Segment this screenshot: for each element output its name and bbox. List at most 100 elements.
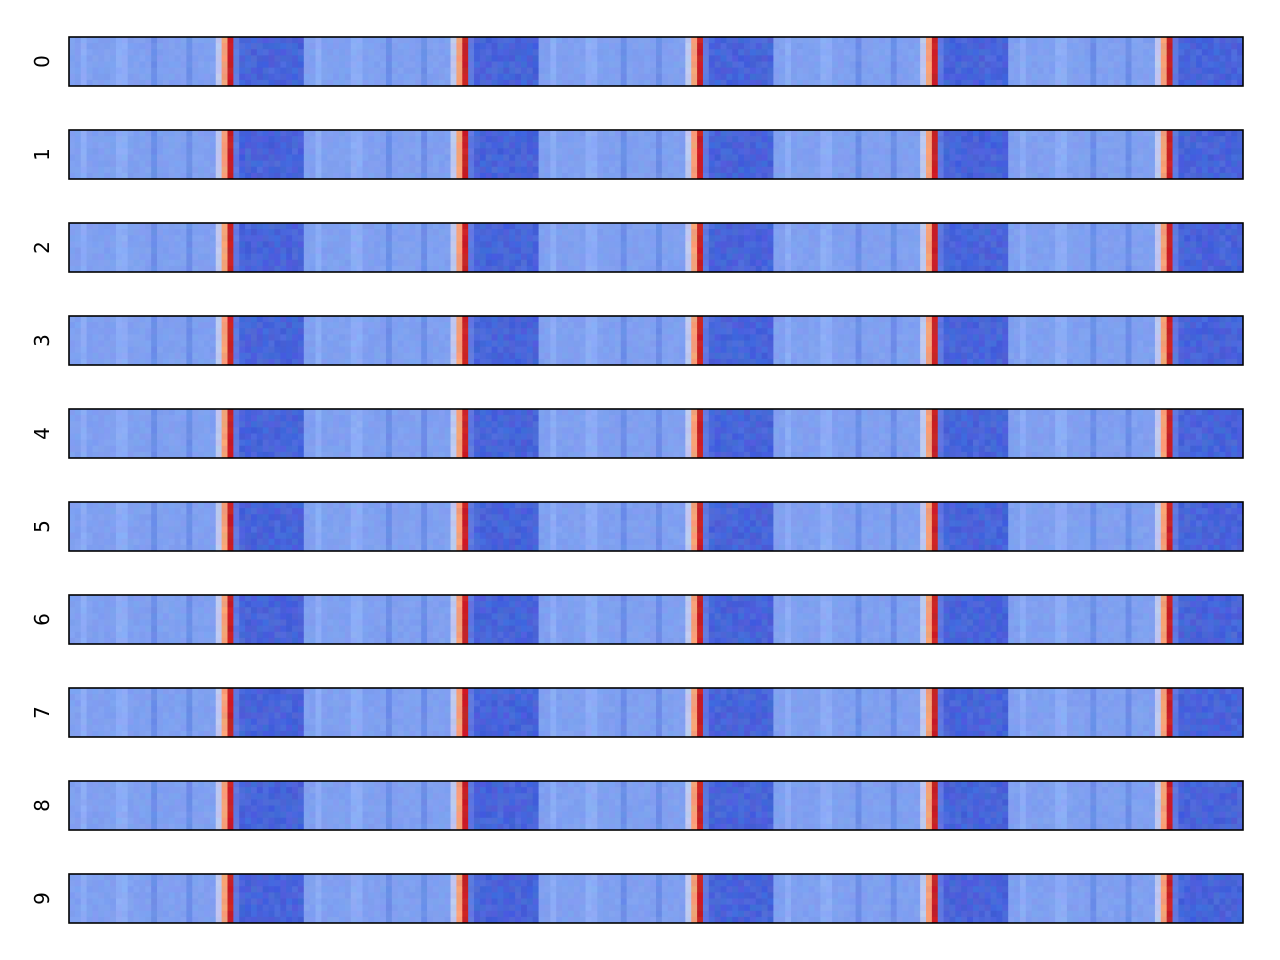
heatmap-cell <box>1107 253 1115 261</box>
heatmap-cell <box>180 253 187 261</box>
heatmap-cell <box>1084 43 1091 50</box>
heatmap-cell <box>1107 55 1115 62</box>
heatmap-cell <box>98 334 105 341</box>
heatmap-cell <box>356 148 363 155</box>
heatmap-cell <box>462 265 469 273</box>
heatmap-cell <box>761 142 768 149</box>
heatmap-cell <box>485 223 493 230</box>
heatmap-cell <box>462 259 469 267</box>
heatmap-cell <box>1166 49 1173 56</box>
heatmap-cell <box>104 265 111 273</box>
heatmap-cell <box>808 166 815 174</box>
heatmap-cell <box>69 37 76 44</box>
heatmap-cell <box>744 154 751 162</box>
heatmap-cell <box>456 142 463 149</box>
heatmap-cell <box>80 148 88 155</box>
heatmap-cell <box>884 160 892 168</box>
heatmap-cell <box>385 148 393 155</box>
heatmap-cell <box>978 79 986 87</box>
heatmap-cell <box>943 148 950 155</box>
heatmap-cell <box>767 247 774 255</box>
heatmap-cell <box>949 142 956 149</box>
heatmap-cell <box>826 61 833 69</box>
heatmap-cell <box>1125 166 1132 174</box>
heatmap-cell <box>286 142 293 149</box>
heatmap-cell <box>468 241 475 248</box>
heatmap-cell <box>74 67 82 75</box>
heatmap-cell <box>174 259 181 267</box>
heatmap-cell <box>98 247 105 255</box>
heatmap-cell <box>896 148 903 155</box>
heatmap-cell <box>908 130 915 137</box>
heatmap-cell <box>1113 253 1121 261</box>
heatmap-cell <box>697 247 704 255</box>
heatmap-cell <box>744 259 751 267</box>
heatmap-cell <box>943 166 950 174</box>
heatmap-cell <box>450 73 457 81</box>
heatmap-cell <box>1025 223 1033 230</box>
heatmap-cell <box>1125 55 1132 62</box>
heatmap-cell <box>532 61 539 69</box>
heatmap-cell <box>949 247 956 255</box>
heatmap-cell <box>315 55 322 62</box>
heatmap-cell <box>632 136 639 143</box>
heatmap-cell <box>673 37 680 44</box>
heatmap-cell <box>826 247 833 255</box>
heatmap-cell <box>802 142 810 149</box>
heatmap-cell <box>867 79 874 87</box>
heatmap-cell <box>603 136 610 143</box>
heatmap-cell <box>421 235 428 242</box>
heatmap-cell <box>1055 61 1062 69</box>
heatmap-cell <box>292 142 299 149</box>
heatmap-cell <box>1131 142 1138 149</box>
heatmap-cell <box>151 229 158 236</box>
heatmap-cell <box>333 265 340 273</box>
heatmap-cell <box>843 265 851 273</box>
heatmap-cell <box>98 316 105 323</box>
heatmap-cell <box>1207 73 1215 81</box>
heatmap-cell <box>286 49 293 56</box>
heatmap-cell <box>732 79 739 87</box>
heatmap-cell <box>896 154 903 162</box>
heatmap-cell <box>638 172 645 180</box>
heatmap-cell <box>350 37 358 44</box>
heatmap-cell <box>720 247 727 255</box>
heatmap-cell <box>761 166 768 174</box>
heatmap-cell <box>362 265 369 273</box>
heatmap-cell <box>139 346 146 354</box>
heatmap-cell <box>902 229 909 236</box>
heatmap-cell <box>1019 172 1027 180</box>
heatmap-cell <box>1037 142 1044 149</box>
heatmap-cell <box>468 73 475 81</box>
heatmap-cell <box>873 235 880 242</box>
heatmap-cell <box>990 172 997 180</box>
heatmap-cell <box>157 154 164 162</box>
heatmap-cell <box>796 241 804 248</box>
heatmap-cell <box>333 43 340 50</box>
heatmap-cell <box>843 259 851 267</box>
heatmap-cell <box>1225 223 1232 230</box>
heatmap-cell <box>1084 166 1091 174</box>
heatmap-cell <box>1196 259 1203 267</box>
heatmap-cell <box>121 55 129 62</box>
heatmap-cell <box>427 172 434 180</box>
heatmap-cell <box>520 130 528 137</box>
heatmap-cell <box>162 340 170 348</box>
heatmap-cell <box>1178 142 1185 149</box>
heatmap-cell <box>972 166 980 174</box>
heatmap-cell <box>567 61 575 69</box>
heatmap-cell <box>1096 43 1103 50</box>
heatmap-cell <box>943 61 950 69</box>
heatmap-cell <box>996 235 1003 242</box>
heatmap-cell <box>626 142 633 149</box>
heatmap-cell <box>409 49 416 56</box>
heatmap-cell <box>403 154 410 162</box>
heatmap-cell <box>1207 148 1215 155</box>
heatmap-cell <box>961 259 968 267</box>
heatmap-cell <box>785 79 792 87</box>
heatmap-cell <box>849 142 856 149</box>
heatmap-cell <box>485 265 493 273</box>
heatmap-cell <box>520 253 528 261</box>
heatmap-cell <box>162 43 170 50</box>
heatmap-cell <box>1149 136 1156 143</box>
